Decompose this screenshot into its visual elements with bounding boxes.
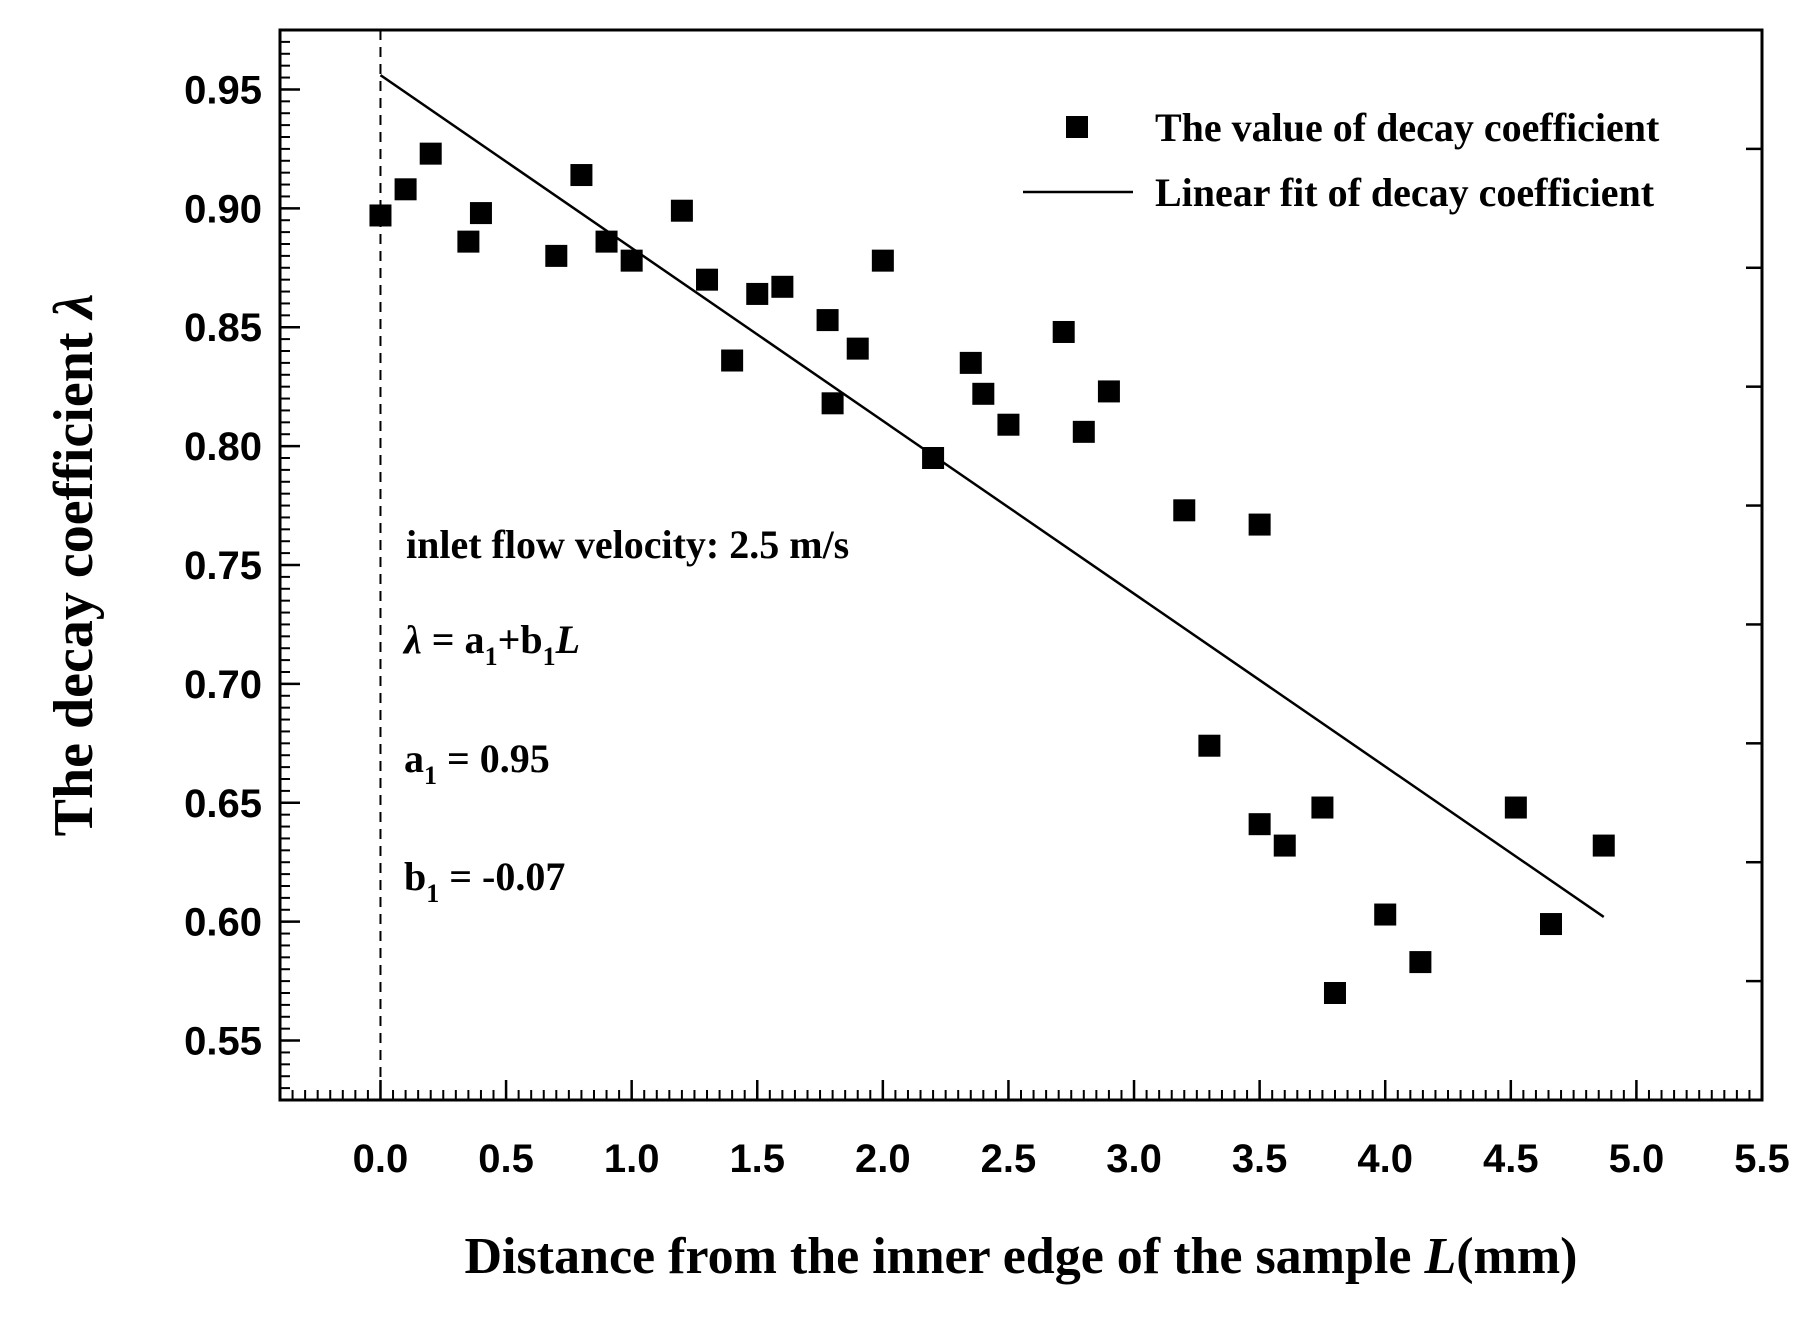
x-axis-title-unit: (mm): [1456, 1228, 1577, 1285]
b1-annotation: b1 = -0.07: [404, 854, 565, 908]
data-point: [972, 382, 995, 405]
fit-equation: λ = a1+b1L: [402, 617, 580, 671]
a1-var: a: [404, 736, 424, 781]
eq-sub-a: 1: [485, 642, 498, 671]
x-tick-label: 1.5: [729, 1137, 785, 1181]
data-point: [457, 230, 480, 253]
x-tick-label: 3.5: [1232, 1137, 1288, 1181]
axis-ticks: [280, 28, 1764, 1100]
x-tick-label: 2.5: [981, 1137, 1037, 1181]
x-tick-label: 2.0: [855, 1137, 911, 1181]
data-point: [1173, 499, 1196, 522]
data-point: [670, 199, 693, 222]
data-point: [1273, 834, 1296, 857]
data-point: [771, 275, 794, 298]
a1-annotation: a1 = 0.95: [404, 736, 550, 790]
plot-frame: [278, 28, 1764, 1102]
data-point: [1540, 913, 1563, 936]
x-axis-title-var: L: [1423, 1228, 1456, 1285]
data-point: [922, 447, 945, 469]
y-tick-label: 0.75: [184, 544, 262, 588]
data-point: [1311, 796, 1334, 819]
x-tick-label: 0.0: [353, 1137, 409, 1181]
b1-value: = -0.07: [439, 854, 565, 899]
data-point: [997, 413, 1020, 436]
y-axis-title-var: λ: [43, 294, 105, 321]
data-point: [369, 204, 392, 227]
data-point: [959, 351, 982, 374]
data-point: [1052, 320, 1075, 343]
data-points: [369, 142, 1615, 1004]
eq-sub-b: 1: [543, 642, 556, 671]
data-point: [721, 349, 744, 372]
data-point: [696, 268, 719, 291]
a1-value: = 0.95: [437, 736, 550, 781]
data-point: [1504, 796, 1527, 819]
x-tick-label: 0.5: [478, 1137, 534, 1181]
eq-lambda: λ: [402, 617, 422, 662]
data-point: [545, 244, 568, 267]
data-point: [1072, 420, 1095, 443]
velocity-annotation: inlet flow velocity: 2.5 m/s: [406, 522, 849, 567]
eq-equals-a: = a: [422, 617, 485, 662]
x-tick-label: 3.0: [1106, 1137, 1162, 1181]
data-point: [1592, 834, 1615, 857]
data-point: [1097, 380, 1120, 403]
y-tick-label: 0.70: [184, 663, 262, 707]
data-point: [570, 164, 593, 187]
data-point: [419, 142, 442, 165]
linear-fit-line: [379, 74, 1605, 918]
eq-L: L: [555, 617, 580, 662]
data-point: [620, 249, 643, 272]
data-point: [1374, 903, 1397, 926]
y-tick-label: 0.55: [184, 1020, 262, 1064]
fit-annotations: inlet flow velocity: 2.5 m/s λ = a1+b1L …: [402, 522, 849, 908]
data-point: [746, 282, 769, 305]
axis-tick-labels: 0.0 0.5 1.0 1.5 2.0 2.5 3.0 3.5 4.0 4.5 5.0 5.5 0.55…: [184, 68, 1790, 1181]
y-axis-title-main: The decay coefficient: [43, 319, 105, 837]
data-point: [846, 337, 869, 360]
legend-label-values: The value of decay coefficient: [1155, 105, 1660, 150]
data-point: [1248, 813, 1271, 836]
data-point: [1248, 513, 1271, 536]
y-axis-title: The decay coefficient λ: [43, 294, 105, 837]
b1-sub: 1: [426, 879, 439, 908]
a1-sub: 1: [424, 761, 437, 790]
legend-label-fit: Linear fit of decay coefficient: [1155, 170, 1655, 215]
data-point: [469, 202, 492, 225]
data-point: [816, 309, 839, 332]
y-tick-label: 0.95: [184, 68, 262, 112]
data-point: [595, 230, 618, 253]
x-axis-title: Distance from the inner edge of the samp…: [465, 1228, 1578, 1285]
data-point: [1409, 951, 1432, 974]
b1-var: b: [404, 854, 426, 899]
x-axis-title-main: Distance from the inner edge of the samp…: [465, 1228, 1425, 1285]
data-point: [821, 392, 844, 415]
y-tick-label: 0.60: [184, 901, 262, 945]
legend: The value of decay coefficient Linear fi…: [1023, 105, 1660, 215]
data-point: [871, 249, 894, 272]
y-tick-label: 0.80: [184, 425, 262, 469]
x-tick-label: 4.0: [1357, 1137, 1413, 1181]
data-point: [1198, 734, 1221, 757]
data-point: [1323, 982, 1346, 1004]
y-tick-label: 0.90: [184, 187, 262, 231]
x-tick-label: 5.0: [1609, 1137, 1665, 1181]
data-point: [394, 178, 417, 201]
y-tick-label: 0.85: [184, 306, 262, 350]
x-tick-label: 1.0: [604, 1137, 660, 1181]
y-tick-label: 0.65: [184, 782, 262, 826]
x-tick-label: 5.5: [1734, 1137, 1790, 1181]
eq-plus-b: +b: [498, 617, 543, 662]
x-tick-label: 4.5: [1483, 1137, 1539, 1181]
legend-marker-square: [1066, 116, 1088, 138]
